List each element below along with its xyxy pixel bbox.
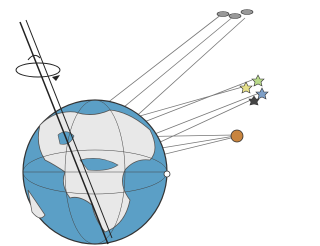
page xyxy=(0,0,320,246)
galaxy xyxy=(229,14,241,19)
rotation-arrow xyxy=(52,75,60,81)
satellite xyxy=(164,171,170,177)
diagram xyxy=(0,0,269,246)
star xyxy=(249,96,259,105)
galaxy xyxy=(217,12,229,17)
globe xyxy=(23,100,167,244)
galaxy xyxy=(241,10,253,15)
stars xyxy=(240,75,268,105)
star xyxy=(252,75,264,86)
galaxies xyxy=(217,10,253,19)
rotation-ring xyxy=(16,63,60,77)
moon xyxy=(231,130,243,142)
star xyxy=(256,88,268,99)
